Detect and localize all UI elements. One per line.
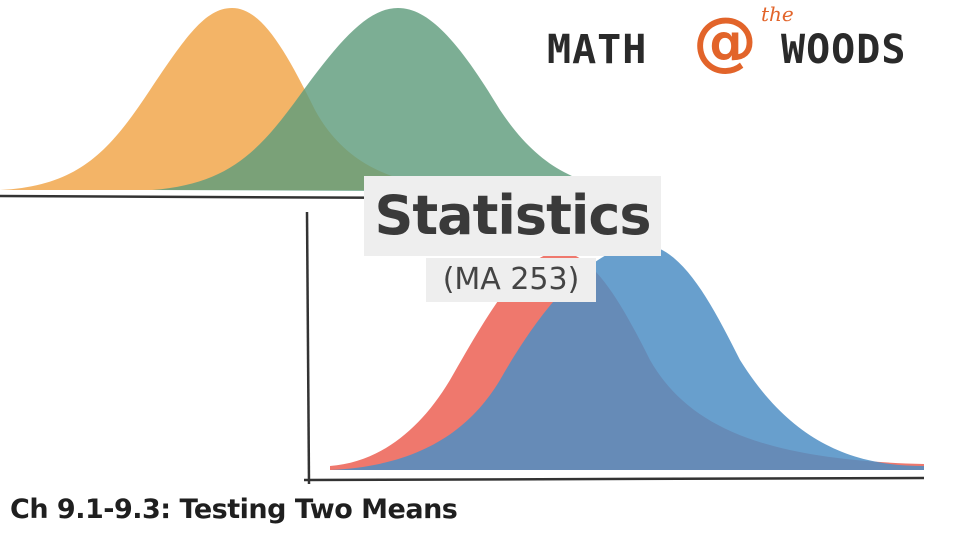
subtitle-box: (MA 253) (426, 258, 596, 302)
title-box: Statistics (364, 176, 661, 256)
green-bell-curve (152, 8, 640, 192)
page-title: Statistics (374, 184, 651, 247)
course-code: (MA 253) (442, 262, 580, 297)
chapter-heading: Ch 9.1-9.3: Testing Two Means (10, 494, 458, 525)
logo-woods-text: WOODS (781, 27, 907, 73)
orange-bell-curve (0, 8, 470, 190)
vertical-axis (305, 211, 311, 485)
logo-at-sign: @ (693, 5, 757, 79)
blue-bell-curve (330, 244, 924, 470)
logo-math-text: MATH (547, 27, 648, 73)
logo-the-text: the (761, 2, 794, 26)
math-at-the-woods-logo: MATH @ the WOODS (547, 4, 950, 84)
bottom-baseline (303, 476, 925, 482)
